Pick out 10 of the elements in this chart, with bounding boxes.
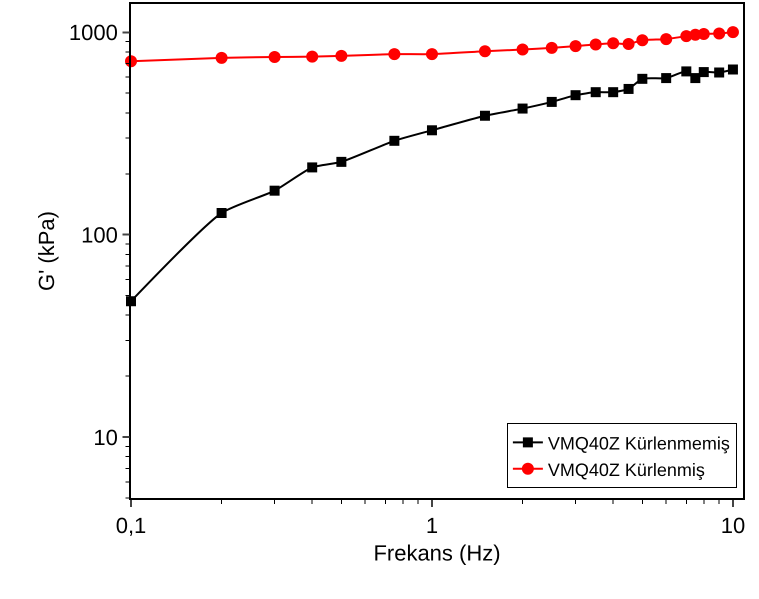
x-tick-label: 10 [720, 513, 746, 538]
y-tick-label: 10 [93, 424, 118, 450]
x-tick-label: 1 [426, 513, 438, 538]
y-tick-label: 100 [81, 222, 118, 248]
y-tick-label: 1000 [68, 20, 118, 46]
x-tick-label: 0,1 [116, 513, 146, 538]
y-axis-title: G' (kPa) [34, 211, 60, 291]
legend-label: VMQ40Z Kürlenmiş [548, 460, 705, 480]
x-axis-title: Frekans (Hz) [373, 540, 501, 566]
legend-label: VMQ40Z Kürlenmemiş [548, 433, 730, 454]
